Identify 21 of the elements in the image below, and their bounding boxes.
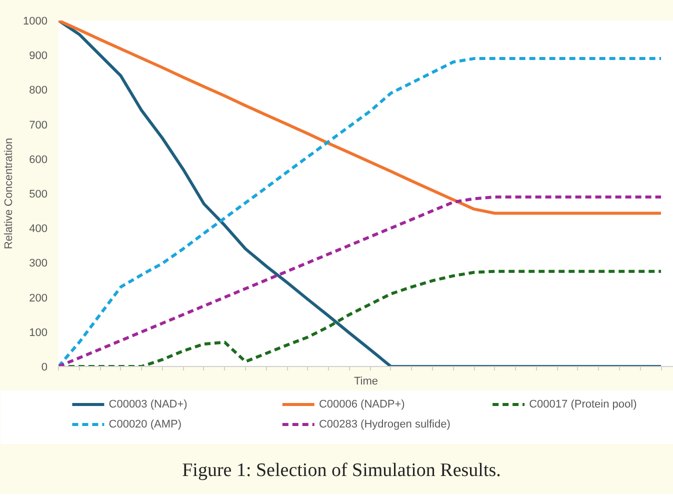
legend-label: C00020 (AMP) xyxy=(108,418,182,430)
y-tick-label: 100 xyxy=(29,326,48,339)
y-tick-label: 900 xyxy=(29,50,48,62)
y-tick-label: 800 xyxy=(29,84,48,97)
y-tick-label: 500 xyxy=(29,188,48,200)
y-tick-label: 300 xyxy=(29,258,48,270)
y-axis-title: Relative Concentration xyxy=(3,138,16,250)
x-axis-title: Time xyxy=(354,376,378,388)
line-series xyxy=(58,20,663,215)
y-tick-label: 400 xyxy=(29,223,48,236)
y-tick-label: 0 xyxy=(41,362,48,374)
legend-label: C00283 (Hydrogen sulfide) xyxy=(318,418,450,430)
y-tick-label: 700 xyxy=(29,119,48,132)
line-series xyxy=(58,195,663,366)
y-tick-label: 200 xyxy=(29,292,48,304)
legend-label: C00017 (Protein pool) xyxy=(529,398,637,410)
legend-label: C00006 (NADP+) xyxy=(318,398,405,410)
y-tick-label: 1000 xyxy=(23,16,48,28)
text: Figure 1: Selection of Simulation Results. xyxy=(182,459,501,483)
legend-label: C00003 (NAD+) xyxy=(108,398,188,410)
y-tick-label: 600 xyxy=(29,154,48,166)
